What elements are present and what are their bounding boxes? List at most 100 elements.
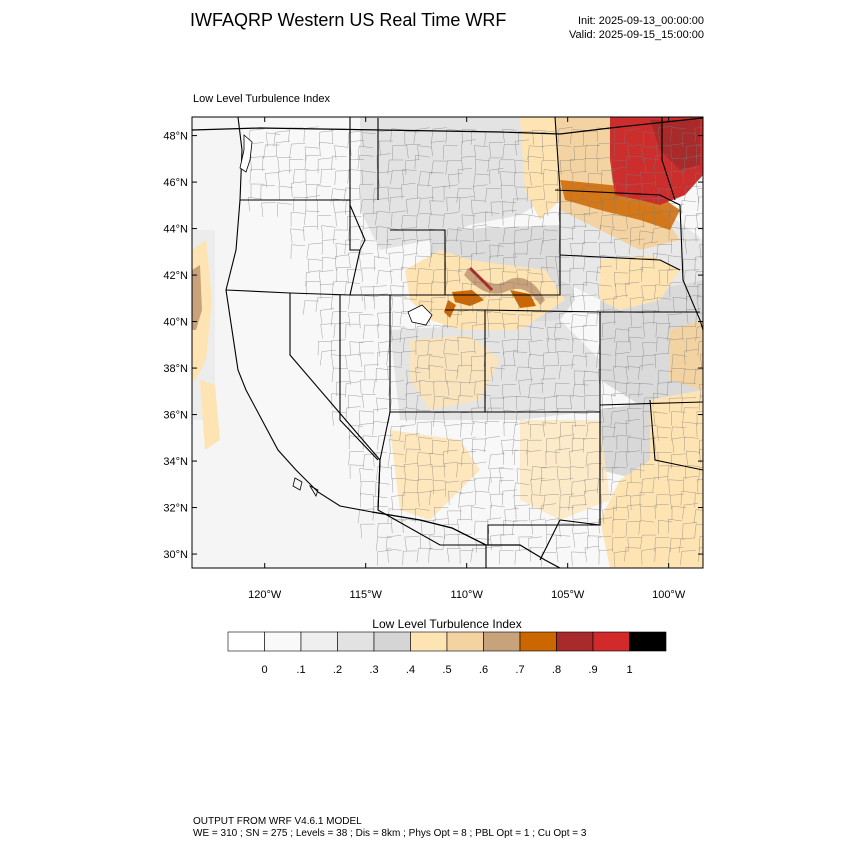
county-line (499, 480, 514, 495)
county-line (541, 130, 556, 147)
county-line (570, 199, 585, 216)
county-line (416, 394, 432, 410)
county-line (431, 324, 448, 340)
county-line (447, 510, 462, 525)
county-line (489, 142, 504, 157)
county-line (277, 202, 292, 217)
county-line (583, 339, 598, 354)
county-line (513, 351, 528, 366)
lon-tick-label: 115°W (350, 589, 383, 601)
county-line (447, 381, 462, 396)
county-line (571, 425, 587, 440)
county-line (642, 211, 657, 228)
county-line (601, 394, 617, 409)
county-line (459, 255, 474, 272)
county-line (290, 212, 306, 227)
county-line (265, 132, 281, 147)
county-line (402, 227, 417, 243)
county-line (640, 534, 657, 550)
county-line (445, 480, 460, 497)
county-line (530, 494, 546, 509)
index-low-utah (410, 335, 500, 410)
county-line (417, 268, 433, 283)
county-line (503, 322, 518, 339)
county-line (456, 462, 472, 478)
index-low-arizona (390, 430, 480, 520)
county-line (502, 144, 519, 159)
county-line (289, 143, 306, 159)
county-line (571, 551, 586, 566)
county-line (344, 281, 361, 296)
county-line (349, 341, 364, 356)
county-line (303, 126, 319, 143)
county-line (405, 392, 420, 409)
county-line (625, 156, 642, 171)
county-line (528, 408, 545, 425)
county-line (392, 478, 407, 493)
county-line (461, 139, 477, 156)
county-line (331, 339, 346, 355)
county-line (543, 184, 558, 199)
county-line (474, 145, 489, 160)
county-line (570, 295, 585, 311)
county-line (654, 537, 670, 552)
county-line (596, 265, 612, 282)
county-line (476, 310, 491, 325)
lat-tick-label: 44°N (163, 224, 188, 236)
footer-line-1: OUTPUT FROM WRF V4.6.1 MODEL (193, 816, 362, 827)
county-line (317, 341, 333, 356)
county-line (472, 323, 487, 340)
county-line (320, 168, 336, 184)
colorbar-swatch (556, 631, 594, 652)
idaho-border (349, 117, 445, 296)
county-line (585, 450, 602, 467)
county-line (457, 395, 473, 410)
county-line (432, 479, 447, 495)
county-line (471, 199, 486, 214)
county-line (598, 517, 613, 534)
county-line (667, 465, 683, 481)
county-line (611, 167, 626, 184)
county-line (599, 242, 614, 257)
lat-tick-label: 30°N (163, 549, 188, 561)
county-line (433, 395, 449, 411)
county-line (644, 158, 659, 173)
county-line (377, 523, 393, 538)
colorbar-label: .6 (479, 664, 488, 676)
county-line (361, 132, 376, 147)
county-line (630, 494, 645, 511)
county-line (681, 200, 697, 215)
county-line (539, 281, 556, 296)
county-line (461, 214, 476, 229)
county-line (526, 238, 543, 255)
county-line (430, 281, 446, 296)
county-line (572, 383, 589, 399)
county-line (391, 494, 406, 511)
county-line (639, 491, 655, 507)
county-line (429, 365, 444, 380)
county-line (667, 338, 684, 354)
county-line (685, 465, 700, 480)
county-line (503, 520, 518, 535)
county-line (672, 436, 687, 453)
county-line (448, 490, 463, 506)
county-line (377, 324, 392, 339)
county-line (597, 284, 613, 299)
county-line (513, 482, 530, 497)
county-line (458, 491, 474, 508)
colorbar-label: .4 (406, 664, 415, 676)
county-line (373, 186, 389, 203)
county-line (653, 154, 671, 170)
county-line (682, 407, 699, 422)
county-line (413, 127, 430, 144)
county-line (434, 507, 449, 522)
county-line (601, 407, 617, 424)
county-line (558, 126, 573, 143)
county-line (542, 169, 559, 184)
county-line (686, 144, 701, 161)
county-line (629, 255, 645, 272)
lat-tick-label: 46°N (163, 177, 188, 189)
county-line (402, 550, 418, 566)
county-line (400, 350, 416, 367)
county-line (414, 154, 430, 170)
